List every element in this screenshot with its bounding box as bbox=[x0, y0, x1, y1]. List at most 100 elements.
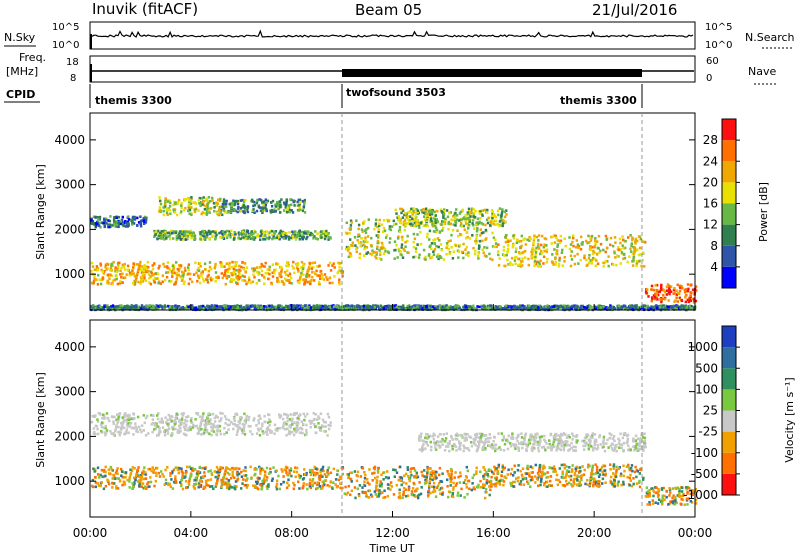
echo-cell bbox=[441, 226, 445, 230]
echo-cell bbox=[594, 242, 597, 245]
echo-cell bbox=[435, 307, 438, 311]
echo-cell bbox=[660, 283, 663, 287]
echo-cell bbox=[290, 282, 293, 285]
echo-cell bbox=[607, 307, 610, 310]
echo-cell bbox=[662, 288, 665, 292]
echo-cell bbox=[410, 224, 413, 227]
echo-cell bbox=[613, 251, 616, 255]
echo-cell bbox=[281, 425, 285, 429]
echo-cell bbox=[308, 274, 311, 277]
echo-cell bbox=[278, 304, 281, 307]
echo-cell bbox=[662, 294, 665, 297]
echo-cell bbox=[326, 278, 329, 281]
echo-cell bbox=[197, 485, 200, 489]
echo-cell bbox=[162, 213, 166, 217]
echo-cell bbox=[208, 265, 212, 269]
echo-cell bbox=[157, 412, 160, 415]
echo-cell bbox=[213, 209, 216, 213]
echo-cell bbox=[177, 273, 180, 277]
echo-cell bbox=[438, 254, 442, 258]
echo-cell bbox=[450, 306, 453, 310]
echo-cell bbox=[168, 279, 171, 283]
echo-cell bbox=[120, 425, 123, 428]
echo-cell bbox=[170, 280, 173, 283]
echo-cell bbox=[485, 237, 488, 240]
echo-cell bbox=[328, 305, 331, 309]
echo-cell bbox=[101, 270, 105, 273]
echo-cell bbox=[679, 284, 682, 288]
echo-cell bbox=[303, 283, 306, 286]
echo-cell bbox=[467, 251, 470, 254]
echo-cell bbox=[124, 220, 127, 223]
echo-cell bbox=[329, 424, 332, 427]
echo-cell bbox=[464, 217, 468, 221]
echo-cell bbox=[632, 305, 636, 309]
echo-cell bbox=[221, 236, 224, 239]
echo-cell bbox=[242, 203, 246, 207]
echo-cell bbox=[634, 306, 637, 310]
echo-cell bbox=[599, 242, 603, 246]
echo-cell bbox=[272, 210, 275, 213]
echo-cell bbox=[202, 196, 205, 199]
echo-cell bbox=[502, 245, 506, 249]
echo-cell bbox=[158, 264, 161, 268]
echo-cell bbox=[521, 260, 524, 263]
echo-cell bbox=[147, 432, 150, 435]
echo-cell bbox=[197, 431, 200, 434]
echo-cell bbox=[220, 485, 223, 488]
echo-cell bbox=[285, 413, 288, 416]
echo-cell bbox=[594, 307, 597, 311]
echo-cell bbox=[178, 236, 181, 240]
echo-cell bbox=[259, 234, 262, 238]
echo-cell bbox=[604, 234, 608, 238]
echo-cell bbox=[687, 306, 691, 309]
echo-cell bbox=[115, 424, 118, 427]
echo-cell bbox=[264, 261, 267, 265]
echo-cell bbox=[199, 264, 202, 268]
echo-cell bbox=[193, 306, 196, 310]
echo-cell bbox=[263, 208, 267, 212]
echo-cell bbox=[284, 465, 288, 469]
echo-cell bbox=[317, 280, 321, 284]
echo-cell bbox=[443, 222, 446, 226]
echo-cell bbox=[277, 304, 280, 308]
echo-cell bbox=[200, 304, 203, 308]
echo-cell bbox=[157, 433, 160, 437]
echo-cell bbox=[173, 271, 176, 275]
echo-cell bbox=[145, 265, 148, 269]
echo-cell bbox=[273, 232, 276, 236]
echo-cell bbox=[613, 250, 616, 253]
echo-cell bbox=[476, 221, 479, 224]
echo-cell bbox=[529, 307, 533, 310]
echo-cell bbox=[257, 271, 260, 274]
echo-cell bbox=[109, 225, 113, 228]
echo-cell bbox=[397, 305, 401, 309]
echo-cell bbox=[520, 244, 523, 248]
echo-cell bbox=[247, 276, 251, 279]
echo-cell bbox=[378, 249, 381, 252]
echo-cell bbox=[356, 304, 359, 308]
y-tick-label: 3000 bbox=[54, 178, 85, 192]
echo-cell bbox=[284, 234, 288, 237]
echo-cell bbox=[208, 237, 211, 240]
echo-cell bbox=[171, 426, 174, 429]
echo-cell bbox=[120, 266, 123, 270]
echo-cell bbox=[573, 262, 577, 266]
echo-cell bbox=[558, 259, 561, 262]
echo-cell bbox=[228, 267, 231, 270]
echo-cell bbox=[162, 262, 165, 266]
echo-cell bbox=[264, 198, 267, 201]
echo-cell bbox=[153, 262, 156, 265]
echo-cell bbox=[283, 412, 286, 416]
echo-cell bbox=[105, 217, 108, 221]
echo-cell bbox=[106, 267, 109, 270]
echo-cell bbox=[453, 307, 456, 311]
echo-cell bbox=[621, 305, 624, 309]
echo-cell bbox=[428, 238, 431, 241]
echo-cell bbox=[634, 242, 637, 245]
echo-cell bbox=[200, 230, 203, 234]
echo-cell bbox=[150, 271, 153, 275]
echo-cell bbox=[557, 239, 560, 242]
echo-cell bbox=[555, 236, 558, 239]
echo-cell bbox=[629, 234, 632, 237]
